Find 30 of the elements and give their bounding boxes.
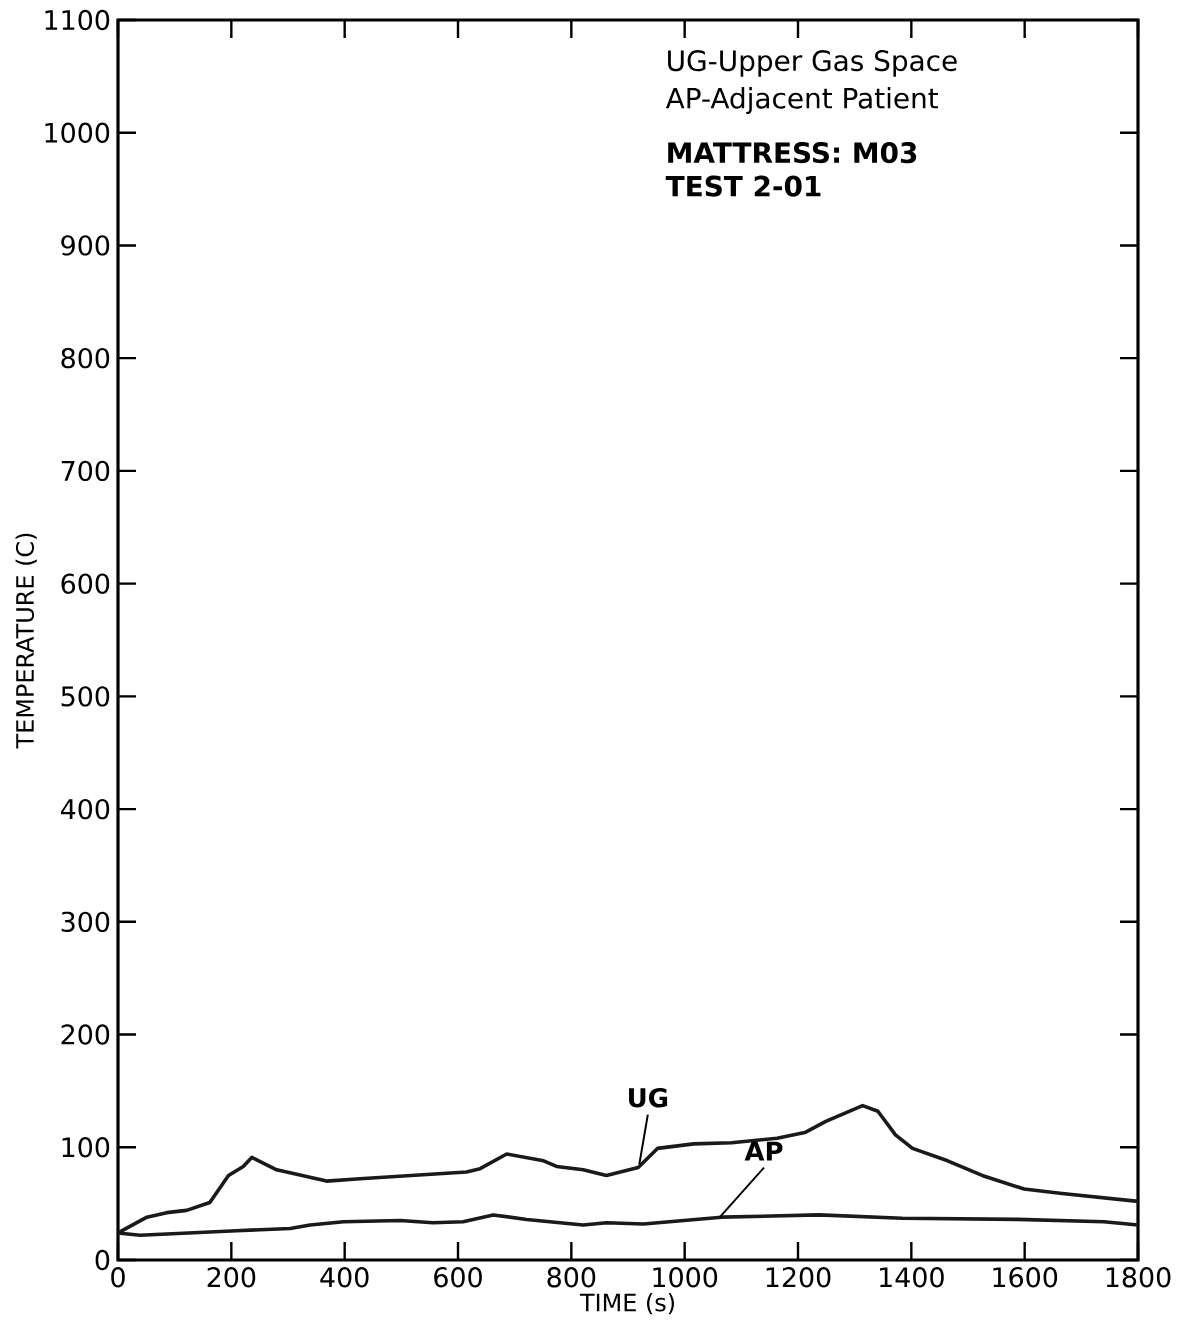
x-tick-label: 600 <box>434 1267 482 1288</box>
y-tick-label: 400 <box>60 798 110 820</box>
y-tick-label: 200 <box>61 1024 110 1045</box>
annotation: AP <box>744 1141 783 1161</box>
x-tick-label: 1000 <box>653 1267 718 1288</box>
y-tick-label: 500 <box>61 686 110 707</box>
x-tick-label: 0 <box>111 1267 125 1288</box>
x-axis-title: TIME (s) <box>579 1293 675 1315</box>
y-axis-title: TEMPERATURE (C) <box>15 533 37 749</box>
y-tick-label: 900 <box>61 235 110 256</box>
y-tick-label: 800 <box>61 348 110 369</box>
y-tick-label: 100 <box>62 1137 110 1158</box>
y-tick-label: 0 <box>95 1249 110 1271</box>
y-tick-label: 1000 <box>45 122 110 143</box>
y-tick-label: 300 <box>61 911 110 932</box>
y-tick-label: 700 <box>61 460 110 482</box>
annotation: MATTRESS: M03 <box>668 142 917 164</box>
x-tick-label: 200 <box>207 1267 256 1288</box>
x-tick-label: 1800 <box>1106 1267 1171 1288</box>
x-tick-label: 1200 <box>766 1267 831 1288</box>
annotation: UG-Upper Gas Space <box>668 50 957 77</box>
x-tick-label: 1600 <box>993 1267 1058 1288</box>
x-tick-label: 400 <box>320 1267 369 1288</box>
x-tick-label: 800 <box>547 1267 596 1288</box>
annotation: AP-Adjacent Patient <box>665 87 939 115</box>
annotation: TEST 2-01 <box>665 175 821 197</box>
x-tick-label: 1400 <box>880 1267 944 1288</box>
y-tick-label: 600 <box>61 573 110 594</box>
y-tick-label: 1100 <box>45 9 110 31</box>
annotation: UG <box>629 1087 668 1108</box>
